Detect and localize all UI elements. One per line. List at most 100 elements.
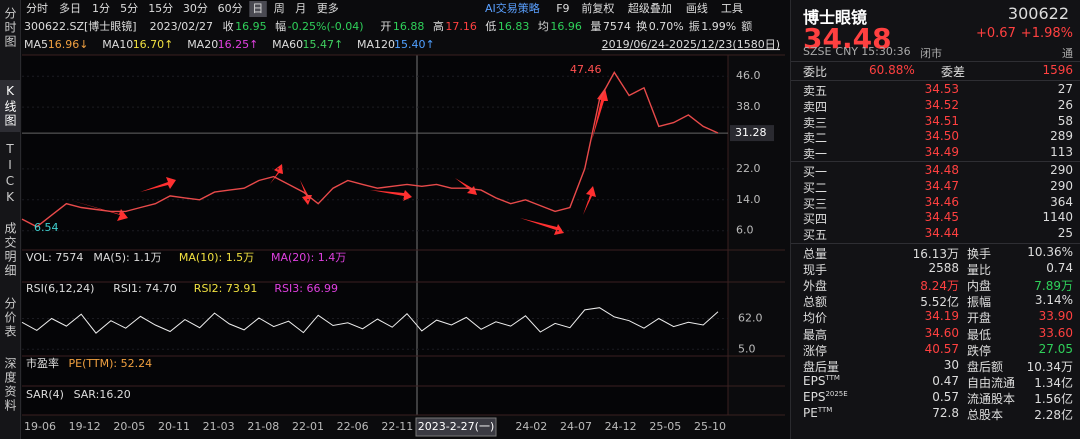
quote-value: 16.95 (235, 20, 267, 33)
indicator-label: PE(TTM): 52.24 (69, 357, 153, 370)
level-price: 34.53 (924, 82, 959, 96)
stat-label: 总量 (803, 247, 828, 261)
stat-value: 7.89万 (1034, 279, 1073, 294)
x-tick-label: 22-06 (337, 420, 369, 433)
stat-sup: 2025E (825, 389, 848, 398)
x-tick-label: 21-08 (247, 420, 279, 433)
y-tick-label: 46.0 (736, 69, 761, 82)
last-price-box (730, 125, 774, 142)
period-button[interactable]: 更多 (317, 1, 339, 15)
stat-label: 流通股本 (967, 391, 1016, 406)
period-button[interactable]: 1分 (92, 2, 110, 15)
quote-label: 额 (741, 20, 752, 33)
level-label: 买二 (803, 180, 828, 195)
stat-value: 5.52亿 (920, 295, 959, 310)
period-button[interactable]: 分时 (26, 2, 48, 15)
indicator-label: SAR(4) (26, 388, 64, 401)
quote-label: 低 (485, 20, 496, 33)
stat-value: 10.34万 (1026, 359, 1073, 374)
stat-value: 33.90 (1038, 309, 1073, 324)
period-button[interactable]: 60分 (218, 2, 243, 15)
tool-button[interactable]: AI交易策略 (485, 1, 540, 15)
last-price: 34.48 (803, 22, 892, 55)
period-button[interactable]: 5分 (120, 2, 138, 15)
level-label: 卖二 (803, 131, 828, 146)
period-button[interactable]: 30分 (183, 2, 208, 15)
tool-button[interactable]: 超级叠加 (628, 1, 672, 15)
arrow (300, 180, 312, 205)
level-price: 34.46 (924, 194, 959, 209)
stat-label: 盘后量 (803, 359, 840, 374)
divider (791, 80, 1080, 81)
price-change-pct: +1.98% (1020, 26, 1073, 41)
level-volume: 364 (1050, 194, 1073, 209)
stat-label: 外盘 (803, 279, 828, 294)
arrow (270, 164, 283, 184)
period-button[interactable]: 周 (274, 2, 285, 15)
quote-value: 7574 (603, 20, 631, 33)
indicator-label: RSI3: 66.99 (274, 282, 338, 295)
ma-value: 16.96↓ (48, 38, 89, 51)
indicator-label: MA(20): 1.4万 (271, 251, 346, 264)
stat-value: 0.47 (932, 373, 959, 388)
arrow (370, 190, 412, 201)
stat-value: 2.28亿 (1034, 408, 1073, 422)
stat-sup: TTM (817, 406, 833, 414)
quote-label: 收 (223, 19, 234, 33)
stat-label: 换手 (967, 247, 992, 261)
quote-label: 振 (689, 19, 700, 33)
x-tick-label: 22-01 (292, 420, 324, 433)
stat-label: 现手 (803, 263, 828, 278)
level-volume: 27 (1057, 82, 1073, 96)
period-button[interactable]: 15分 (148, 2, 173, 15)
quote-label: 开 (380, 20, 391, 33)
arrow (70, 200, 128, 221)
ma-value: 15.47↑ (303, 38, 344, 51)
stat-label: 最低 (967, 327, 992, 342)
level-label: 买一 (803, 165, 828, 179)
level-volume: 289 (1050, 129, 1073, 144)
divider (791, 161, 1080, 162)
x-tick-label: 24-07 (560, 420, 592, 433)
side-tab: 深度资料 (3, 357, 17, 413)
arrow (455, 178, 477, 195)
tool-button[interactable]: 前复权 (581, 1, 614, 15)
level-volume: 290 (1050, 163, 1073, 177)
ma-label: MA120 (357, 38, 395, 51)
stat-value: 30 (943, 357, 959, 372)
tool-button[interactable]: 工具 (721, 2, 743, 15)
rsi-line (21, 307, 719, 334)
period-button[interactable]: 日 (252, 2, 263, 15)
level-label: 卖三 (803, 115, 828, 130)
ma-label: MA60 (272, 38, 303, 51)
period-button[interactable]: 多日 (59, 1, 81, 15)
stat-label: PETTM (803, 406, 833, 420)
indicator-label: RSI(6,12,24) (26, 282, 94, 295)
arrow (583, 186, 596, 215)
quote-value: 1.99% (701, 20, 736, 33)
stat-sup: TTM (825, 373, 840, 382)
level-label: 买五 (803, 228, 828, 243)
quote-label: 换 (636, 19, 647, 33)
annotation-arrows (70, 88, 608, 235)
stat-value: 16.13万 (912, 247, 959, 261)
y-tick-label: 22.0 (736, 162, 761, 175)
stat-label: 自由流通 (967, 375, 1016, 390)
ma-value: 15.40↑ (394, 38, 435, 51)
low-label: 6.54 (34, 221, 59, 234)
indicator-label: 市盈率 (26, 356, 59, 370)
stat-value: 33.60 (1038, 325, 1073, 340)
y-tick-label: 14.0 (736, 193, 761, 206)
tool-button[interactable]: F9 (556, 2, 569, 15)
side-tabs: 分时图 K线图 TICK 成交明细 分价表 深度资料 (0, 0, 21, 439)
quote-value: 300622.SZ[博士眼镜] (24, 19, 137, 33)
rsi-tick-label: 62.0 (738, 312, 763, 325)
stat-label: 跌停 (967, 343, 992, 358)
side-tab: TICK (3, 142, 17, 206)
ma-label: MA20 (187, 38, 218, 51)
period-active (249, 1, 267, 17)
quote-value: 16.83 (498, 20, 530, 33)
level-price: 34.51 (924, 113, 959, 128)
period-button[interactable]: 月 (295, 2, 306, 15)
tool-button[interactable]: 画线 (686, 1, 708, 15)
